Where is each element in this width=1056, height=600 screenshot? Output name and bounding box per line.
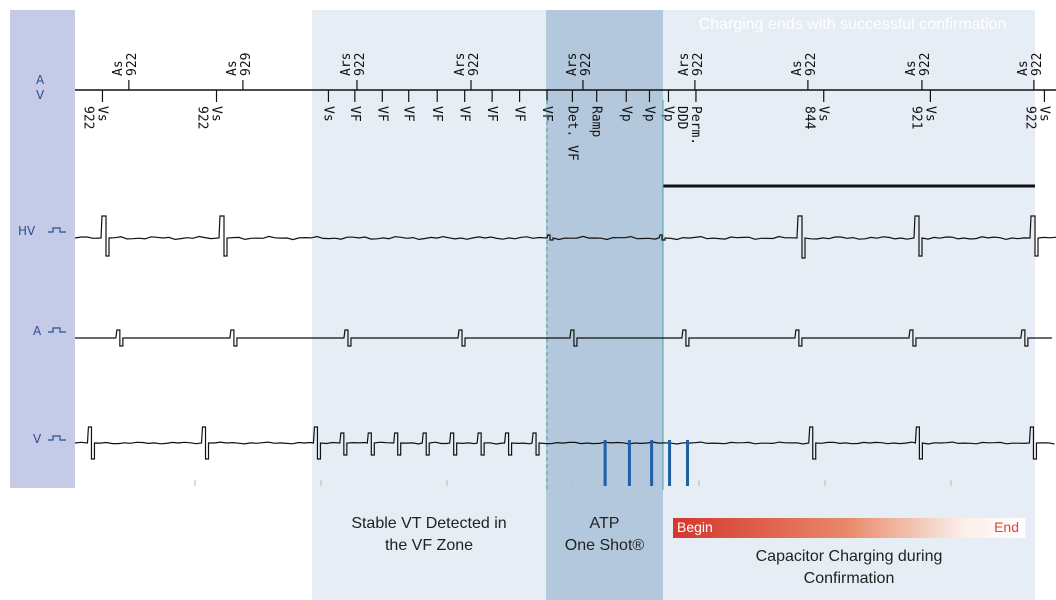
ventricular-marker-label: Vs: [209, 106, 224, 122]
ventricular-marker-label: Perm.: [688, 106, 703, 145]
calibration-pulse-icon: [48, 327, 66, 333]
atp-therapy-region: [546, 10, 663, 600]
marker-channel-label-a: A: [36, 73, 45, 87]
atrial-markers: As 922 As 929 Ars 922 Ars 922 Ars 922 Ars 922 As 922 A…: [111, 53, 1045, 90]
atrial-channel-label: A: [33, 324, 42, 338]
ventricular-marker-label: VF: [512, 106, 527, 122]
atrial-marker-interval: 922: [691, 53, 706, 76]
ventricular-marker-label: Vs: [94, 106, 109, 122]
capacitor-charging-region: [663, 10, 1035, 600]
atrial-marker-interval: 922: [579, 53, 594, 76]
atrial-marker-label: As: [225, 60, 240, 76]
ventricular-marker-label: VF: [401, 106, 416, 122]
ventricular-channel-label: V: [33, 432, 42, 446]
ventricular-marker-label: VF: [347, 106, 362, 122]
ventricular-marker-label: Vp: [660, 106, 675, 122]
ventricular-marker-label: Ramp: [589, 106, 604, 137]
ventricular-marker-label: Vp: [618, 106, 633, 122]
capacitor-caption-line-1: Capacitor Charging during: [755, 548, 943, 565]
ventricular-marker-label: Vp: [641, 106, 656, 122]
hv-channel-label: HV: [18, 224, 36, 238]
vt-detection-region: [312, 10, 546, 600]
atrial-marker-label: As: [1016, 60, 1031, 76]
ventricular-marker-label: VF: [374, 106, 389, 122]
ventricular-marker-label: Vs: [922, 106, 937, 122]
atrial-marker-label: As: [904, 60, 919, 76]
atrial-marker-interval: 922: [804, 53, 819, 76]
capacitor-caption-line-2: Confirmation: [803, 570, 895, 587]
ventricular-marker-interval: 921: [908, 106, 923, 129]
hv-trace: [74, 215, 1056, 259]
charging-progress-bar: Begin End: [673, 518, 1025, 538]
ventricular-marker-interval: 922: [1022, 106, 1037, 129]
atp-pulses: [603, 440, 689, 486]
ventricular-marker-interval: DDD: [674, 106, 689, 130]
ventricular-marker-label: VF: [457, 106, 472, 122]
capacitor-caption: Capacitor Charging during Confirmation: [663, 546, 1035, 590]
atrial-marker-label: Ars: [339, 53, 354, 76]
atrial-marker-interval: 922: [353, 53, 368, 76]
charging-end-label: End: [994, 519, 1019, 535]
atp-caption: ATP One Shot®: [546, 513, 663, 557]
ventricular-marker-label: Det. VF: [564, 106, 579, 161]
ventricular-marker-label: Vs: [816, 106, 831, 122]
ventricular-marker-interval: 922: [80, 106, 95, 129]
charging-begin-label: Begin: [677, 519, 713, 535]
marker-channel-label-v: V: [36, 88, 45, 102]
atp-caption-line-2: One Shot®: [564, 537, 645, 554]
atp-caption-line-1: ATP: [589, 515, 620, 532]
vt-caption-line-2: the VF Zone: [384, 537, 474, 554]
atrial-marker-label: As: [790, 60, 805, 76]
atrial-marker-interval: 922: [1030, 53, 1045, 76]
time-ticks: [194, 480, 952, 486]
atrial-marker-interval: 922: [125, 53, 140, 76]
atrial-trace: [75, 329, 1052, 347]
calibration-pulse-icon: [48, 227, 66, 233]
channel-label-column: [10, 10, 75, 488]
ventricular-marker-label: VF: [539, 106, 554, 122]
ventricular-marker-interval: 922: [195, 106, 210, 129]
atrial-marker-label: As: [111, 60, 126, 76]
atrial-marker-label: Ars: [677, 53, 692, 76]
ventricular-marker-label: VF: [484, 106, 499, 122]
atrial-marker-interval: 929: [239, 53, 254, 76]
calibration-pulse-icon: [48, 435, 66, 441]
atrial-marker-interval: 922: [918, 53, 933, 76]
ventricular-marker-label: VF: [429, 106, 444, 122]
atrial-marker-label: Ars: [565, 53, 580, 76]
ventricular-trace: [74, 426, 1055, 460]
atrial-marker-label: Ars: [453, 53, 468, 76]
atrial-marker-interval: 922: [467, 53, 482, 76]
charging-note: Charging ends with successful confirmati…: [698, 16, 1007, 33]
egm-traces: [74, 215, 1056, 460]
calibration-pulses: [48, 227, 66, 441]
ventricular-marker-label: Vs: [320, 106, 335, 122]
ventricular-marker-interval: 844: [802, 106, 817, 130]
vt-caption-line-1: Stable VT Detected in: [351, 515, 507, 532]
ventricular-marker-label: Vs: [1036, 106, 1051, 122]
vt-detected-caption: Stable VT Detected in the VF Zone: [312, 513, 546, 557]
